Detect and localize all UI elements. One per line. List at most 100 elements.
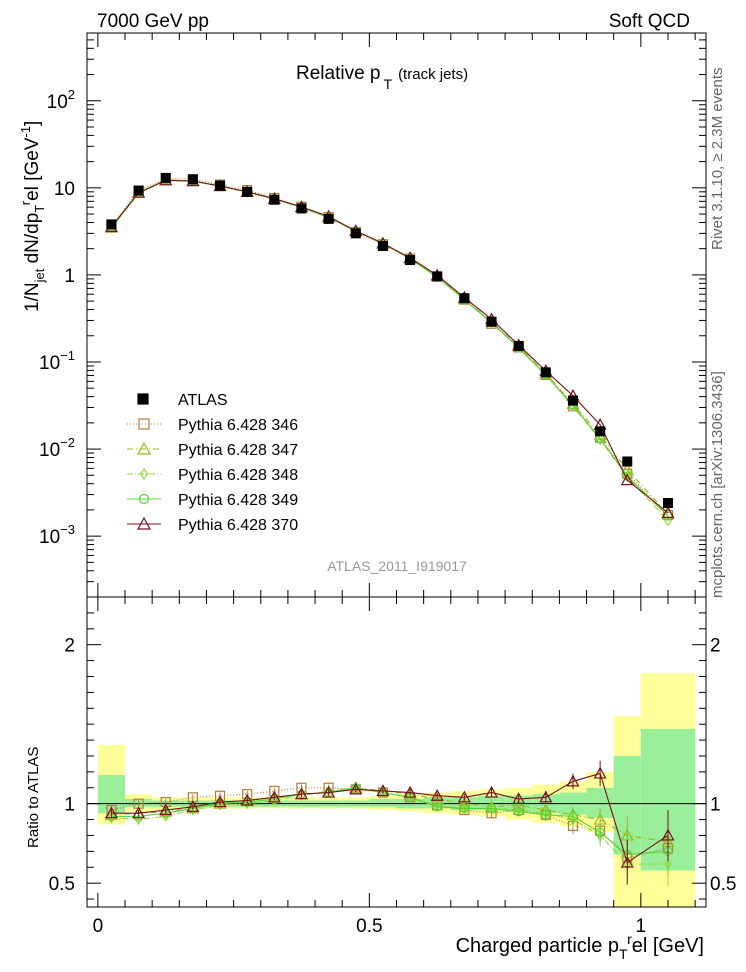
main-series (104, 172, 675, 527)
main-axes: 10−3 10−2 10−1 1 10 102 (39, 32, 707, 598)
data-point (595, 426, 606, 437)
x-tick-label: 0.5 (356, 916, 382, 937)
ratio-y-tick-label-right: 0.5 (710, 874, 736, 895)
ratio-point (267, 790, 281, 803)
legend-label: Pythia 6.428 370 (178, 517, 298, 534)
main-y-tick-label: 10 (54, 179, 75, 200)
data-point (160, 172, 171, 183)
legend-marker (138, 418, 150, 430)
header-right: Soft QCD (609, 11, 690, 32)
data-point (432, 271, 443, 282)
data-point (242, 186, 253, 197)
plot-title-main: Relative p (296, 63, 381, 84)
data-point (459, 293, 470, 304)
ratio-point (322, 785, 336, 798)
ratio-point (457, 790, 471, 803)
ratio-point (539, 790, 553, 803)
data-point (187, 174, 198, 185)
ratio-point (486, 803, 497, 814)
series-line (111, 179, 669, 517)
green-band-bin (369, 798, 397, 807)
mcplots-label: mcplots.cern.ch [arXiv:1306.3436] (709, 371, 726, 598)
legend-marker (136, 441, 152, 455)
legend: ATLAS Pythia 6.428 346 Pythia 6.428 347 Pyt… (127, 392, 298, 534)
data-point (486, 316, 497, 327)
data-point (323, 213, 334, 224)
plot-title: Relative p T (track jets) (296, 63, 468, 92)
ratio-line (111, 787, 668, 865)
header-left: 7000 GeV pp (97, 11, 209, 32)
data-point (540, 367, 551, 378)
data-point (405, 255, 416, 266)
ratio-point (514, 806, 524, 817)
legend-label: Pythia 6.428 346 (178, 417, 298, 434)
data-point (662, 498, 673, 509)
legend-marker (139, 467, 149, 481)
ratio-point (104, 806, 118, 819)
ratio-frame (86, 596, 707, 908)
ratio-point (620, 855, 634, 868)
ratio-point (349, 782, 363, 795)
data-point (215, 180, 226, 191)
ratio-point (432, 802, 442, 812)
plot-title-sub: T (384, 76, 393, 92)
series-pythia-6-428-370 (104, 173, 675, 518)
ratio-point (568, 811, 578, 822)
ratio-axes: 0 0.5 1 0.5 0.5 1 1 2 2 (49, 596, 736, 937)
ratio-point (240, 793, 254, 806)
legend-marker (136, 516, 152, 530)
ratio-y-tick-label-right: 1 (710, 795, 721, 816)
data-point (296, 203, 307, 214)
data-point (567, 395, 578, 406)
legend-marker (138, 493, 150, 505)
data-point (513, 340, 524, 351)
series-atlas-data (106, 172, 673, 509)
main-frame (86, 32, 707, 598)
main-ylabel: 1/Njet dN/dpTrel [GeV-1] (18, 121, 47, 312)
legend-label: Pythia 6.428 347 (178, 442, 298, 459)
ratio-point (376, 784, 390, 797)
series-point (661, 506, 675, 518)
data-point (106, 219, 117, 230)
ratio-point (403, 785, 417, 798)
legend-label-atlas: ATLAS (178, 392, 228, 409)
ratio-y-tick-label-right: 2 (710, 636, 721, 657)
legend-label: Pythia 6.428 348 (178, 467, 298, 484)
main-y-tick-label: 102 (47, 87, 75, 113)
ratio-series (104, 760, 675, 887)
ratio-point (512, 792, 526, 804)
data-point (377, 240, 388, 251)
x-tick-label: 1 (636, 916, 647, 937)
series-point (596, 434, 605, 446)
ratio-y-tick-label: 2 (64, 636, 75, 657)
ratio-ylabel: Ratio to ATLAS (25, 747, 42, 848)
main-y-tick-label: 10−1 (39, 348, 75, 374)
ratio-point (566, 774, 580, 787)
legend-label: Pythia 6.428 349 (178, 492, 298, 509)
ratio-point (213, 795, 227, 808)
ratio-y-tick-label: 1 (64, 795, 75, 816)
ratio-point (541, 810, 551, 820)
ratio-point (132, 806, 146, 819)
ratio-point (430, 788, 444, 801)
series-line (111, 179, 669, 514)
plot-title-suffix: (track jets) (398, 66, 468, 83)
x-axis-label: Charged particle pTrel [GeV] (456, 931, 704, 962)
series-point (620, 473, 634, 486)
ratio-point (294, 787, 308, 800)
ratio-point (459, 803, 470, 814)
x-tick-label: 0 (93, 916, 104, 937)
data-point (350, 228, 361, 239)
main-y-tick-label: 10−3 (39, 522, 75, 548)
series-point (663, 511, 673, 521)
data-point (622, 456, 633, 467)
rivet-label: Rivet 3.1.10, ≥ 2.3M events (709, 68, 726, 251)
main-y-tick-label: 1 (64, 266, 75, 287)
main-y-tick-label: 10−2 (39, 435, 75, 461)
ratio-point (485, 785, 499, 798)
ratio-point (593, 766, 607, 779)
ratio-point (186, 800, 200, 812)
data-point (269, 194, 280, 205)
data-point (133, 185, 144, 196)
